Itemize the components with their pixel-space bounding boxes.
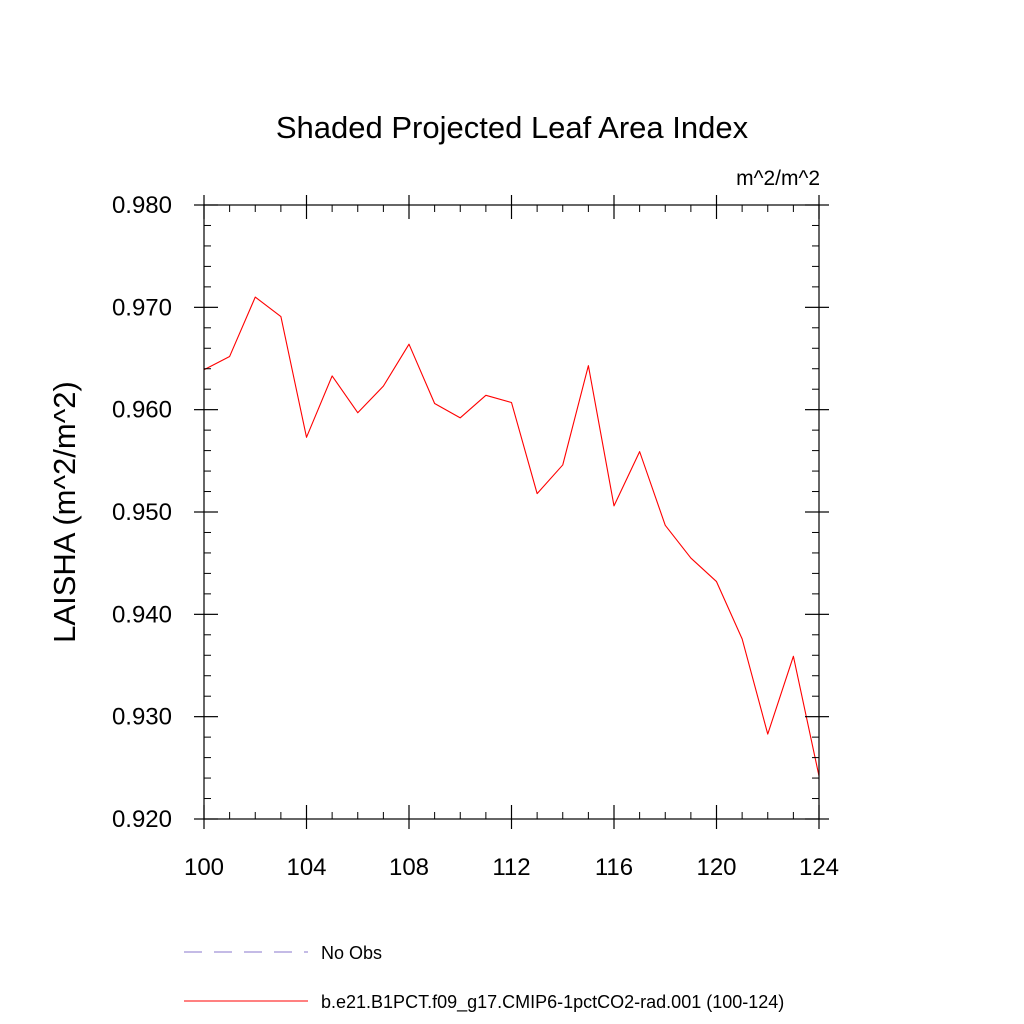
y-axis-label: LAISHA (m^2/m^2): [47, 381, 82, 643]
x-tick-label: 112: [492, 854, 530, 881]
x-tick-label: 100: [184, 854, 224, 881]
x-tick-label: 116: [595, 854, 633, 881]
legend-label: No Obs: [321, 943, 382, 963]
legend-label: b.e21.B1PCT.f09_g17.CMIP6-1pctCO2-rad.00…: [321, 992, 784, 1013]
y-tick-label: 0.940: [112, 601, 172, 628]
y-tick-label: 0.930: [112, 704, 172, 731]
x-tick-label: 120: [696, 854, 736, 881]
x-tick-label: 108: [389, 854, 429, 881]
units-label: m^2/m^2: [736, 167, 820, 190]
y-tick-label: 0.950: [112, 499, 172, 526]
series-layer: [203, 296, 820, 777]
x-tick-label: 124: [799, 854, 839, 881]
x-ticks: 100 104 108 112 116 120 124: [184, 195, 839, 881]
y-tick-label: 0.920: [112, 806, 172, 833]
y-tick-label: 0.960: [112, 397, 172, 424]
series-line-0: [203, 296, 820, 777]
plot-frame: [203, 204, 820, 820]
y-tick-label: 0.980: [112, 192, 172, 219]
legend: No Obs b.e21.B1PCT.f09_g17.CMIP6-1pctCO2-…: [184, 943, 784, 1013]
chart-title: Shaded Projected Leaf Area Index: [276, 110, 749, 145]
y-ticks: 0.920 0.930 0.940 0.950 0.960 0.970 0.980: [112, 192, 829, 833]
x-tick-label: 104: [286, 854, 326, 881]
y-tick-label: 0.970: [112, 294, 172, 321]
plot-area: 100 104 108 112 116 120 124 0.9200.9300.9400.9…: [112, 192, 839, 881]
